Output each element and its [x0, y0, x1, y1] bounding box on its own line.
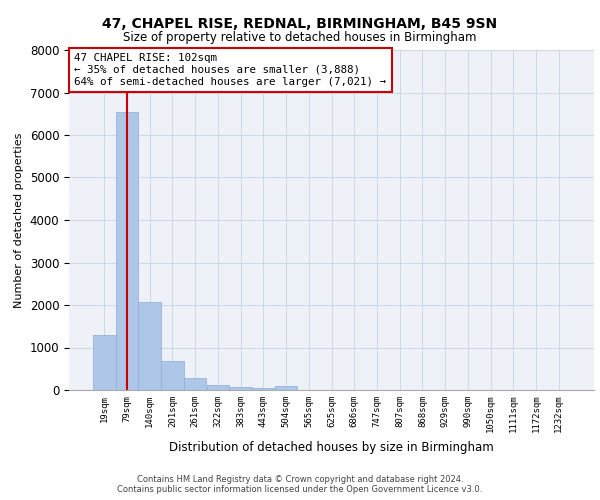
Y-axis label: Number of detached properties: Number of detached properties — [14, 132, 24, 308]
Bar — [275, 386, 298, 390]
Text: 47, CHAPEL RISE, REDNAL, BIRMINGHAM, B45 9SN: 47, CHAPEL RISE, REDNAL, BIRMINGHAM, B45… — [103, 18, 497, 32]
Bar — [252, 388, 275, 390]
Bar — [139, 302, 161, 390]
Bar — [116, 112, 139, 390]
Text: Contains HM Land Registry data © Crown copyright and database right 2024.
Contai: Contains HM Land Registry data © Crown c… — [118, 474, 482, 494]
Bar — [93, 335, 116, 390]
Bar — [184, 378, 206, 390]
X-axis label: Distribution of detached houses by size in Birmingham: Distribution of detached houses by size … — [169, 441, 494, 454]
Bar — [229, 387, 252, 390]
Text: Size of property relative to detached houses in Birmingham: Size of property relative to detached ho… — [123, 31, 477, 44]
Bar — [206, 385, 229, 390]
Text: 47 CHAPEL RISE: 102sqm
← 35% of detached houses are smaller (3,888)
64% of semi-: 47 CHAPEL RISE: 102sqm ← 35% of detached… — [74, 54, 386, 86]
Bar — [161, 361, 184, 390]
